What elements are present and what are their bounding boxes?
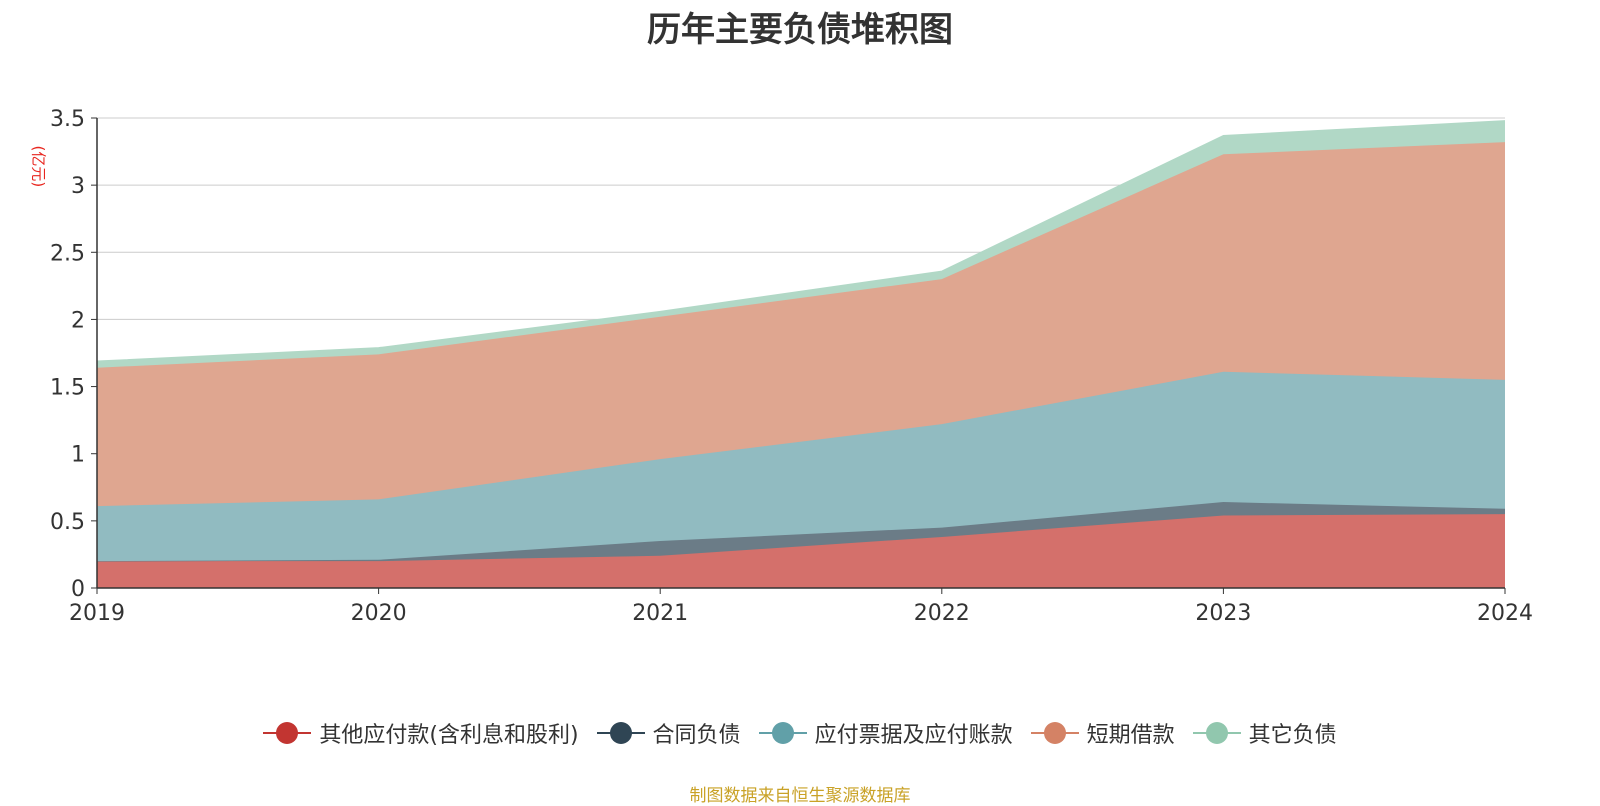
legend-label: 应付票据及应付账款 [815, 717, 1013, 749]
data-source-note: 制图数据来自恒生聚源数据库 [0, 781, 1600, 806]
x-tick-label: 2021 [632, 601, 688, 626]
y-tick-label: 3.5 [50, 107, 85, 132]
legend-item[interactable]: 合同负债 [597, 717, 741, 749]
legend-item[interactable]: 应付票据及应付账款 [759, 717, 1013, 749]
legend-marker-icon [759, 721, 807, 745]
y-tick-label: 1.5 [50, 376, 85, 401]
x-tick-label: 2022 [914, 601, 970, 626]
legend-item[interactable]: 其他应付款(含利息和股利) [263, 717, 578, 749]
stacked-area-chart: 0 0.5 1 1.5 2 2.5 3 3.5 2019 2020 2021 2022 2023 2024 [0, 0, 1600, 700]
legend-marker-icon [1193, 721, 1241, 745]
legend-label: 短期借款 [1087, 717, 1175, 749]
legend-item[interactable]: 其它负债 [1193, 717, 1337, 749]
legend-label: 合同负债 [653, 717, 741, 749]
legend-item[interactable]: 短期借款 [1031, 717, 1175, 749]
legend-marker-icon [263, 721, 311, 745]
x-tick-label: 2019 [69, 601, 125, 626]
legend-label: 其他应付款(含利息和股利) [319, 717, 578, 749]
legend-marker-icon [1031, 721, 1079, 745]
x-tick-label: 2023 [1195, 601, 1251, 626]
x-tick-label: 2020 [351, 601, 407, 626]
legend-label: 其它负债 [1249, 717, 1337, 749]
y-tick-label: 0.5 [50, 510, 85, 535]
y-tick-label: 2.5 [50, 241, 85, 266]
y-tick-label: 3 [71, 174, 85, 199]
x-tick-label: 2024 [1477, 601, 1533, 626]
y-tick-label: 0 [71, 577, 85, 602]
y-tick-label: 1 [71, 443, 85, 468]
y-tick-label: 2 [71, 308, 85, 333]
legend-marker-icon [597, 721, 645, 745]
chart-legend: 其他应付款(含利息和股利) 合同负债 应付票据及应付账款 短期借款 其它负债 [0, 717, 1600, 749]
